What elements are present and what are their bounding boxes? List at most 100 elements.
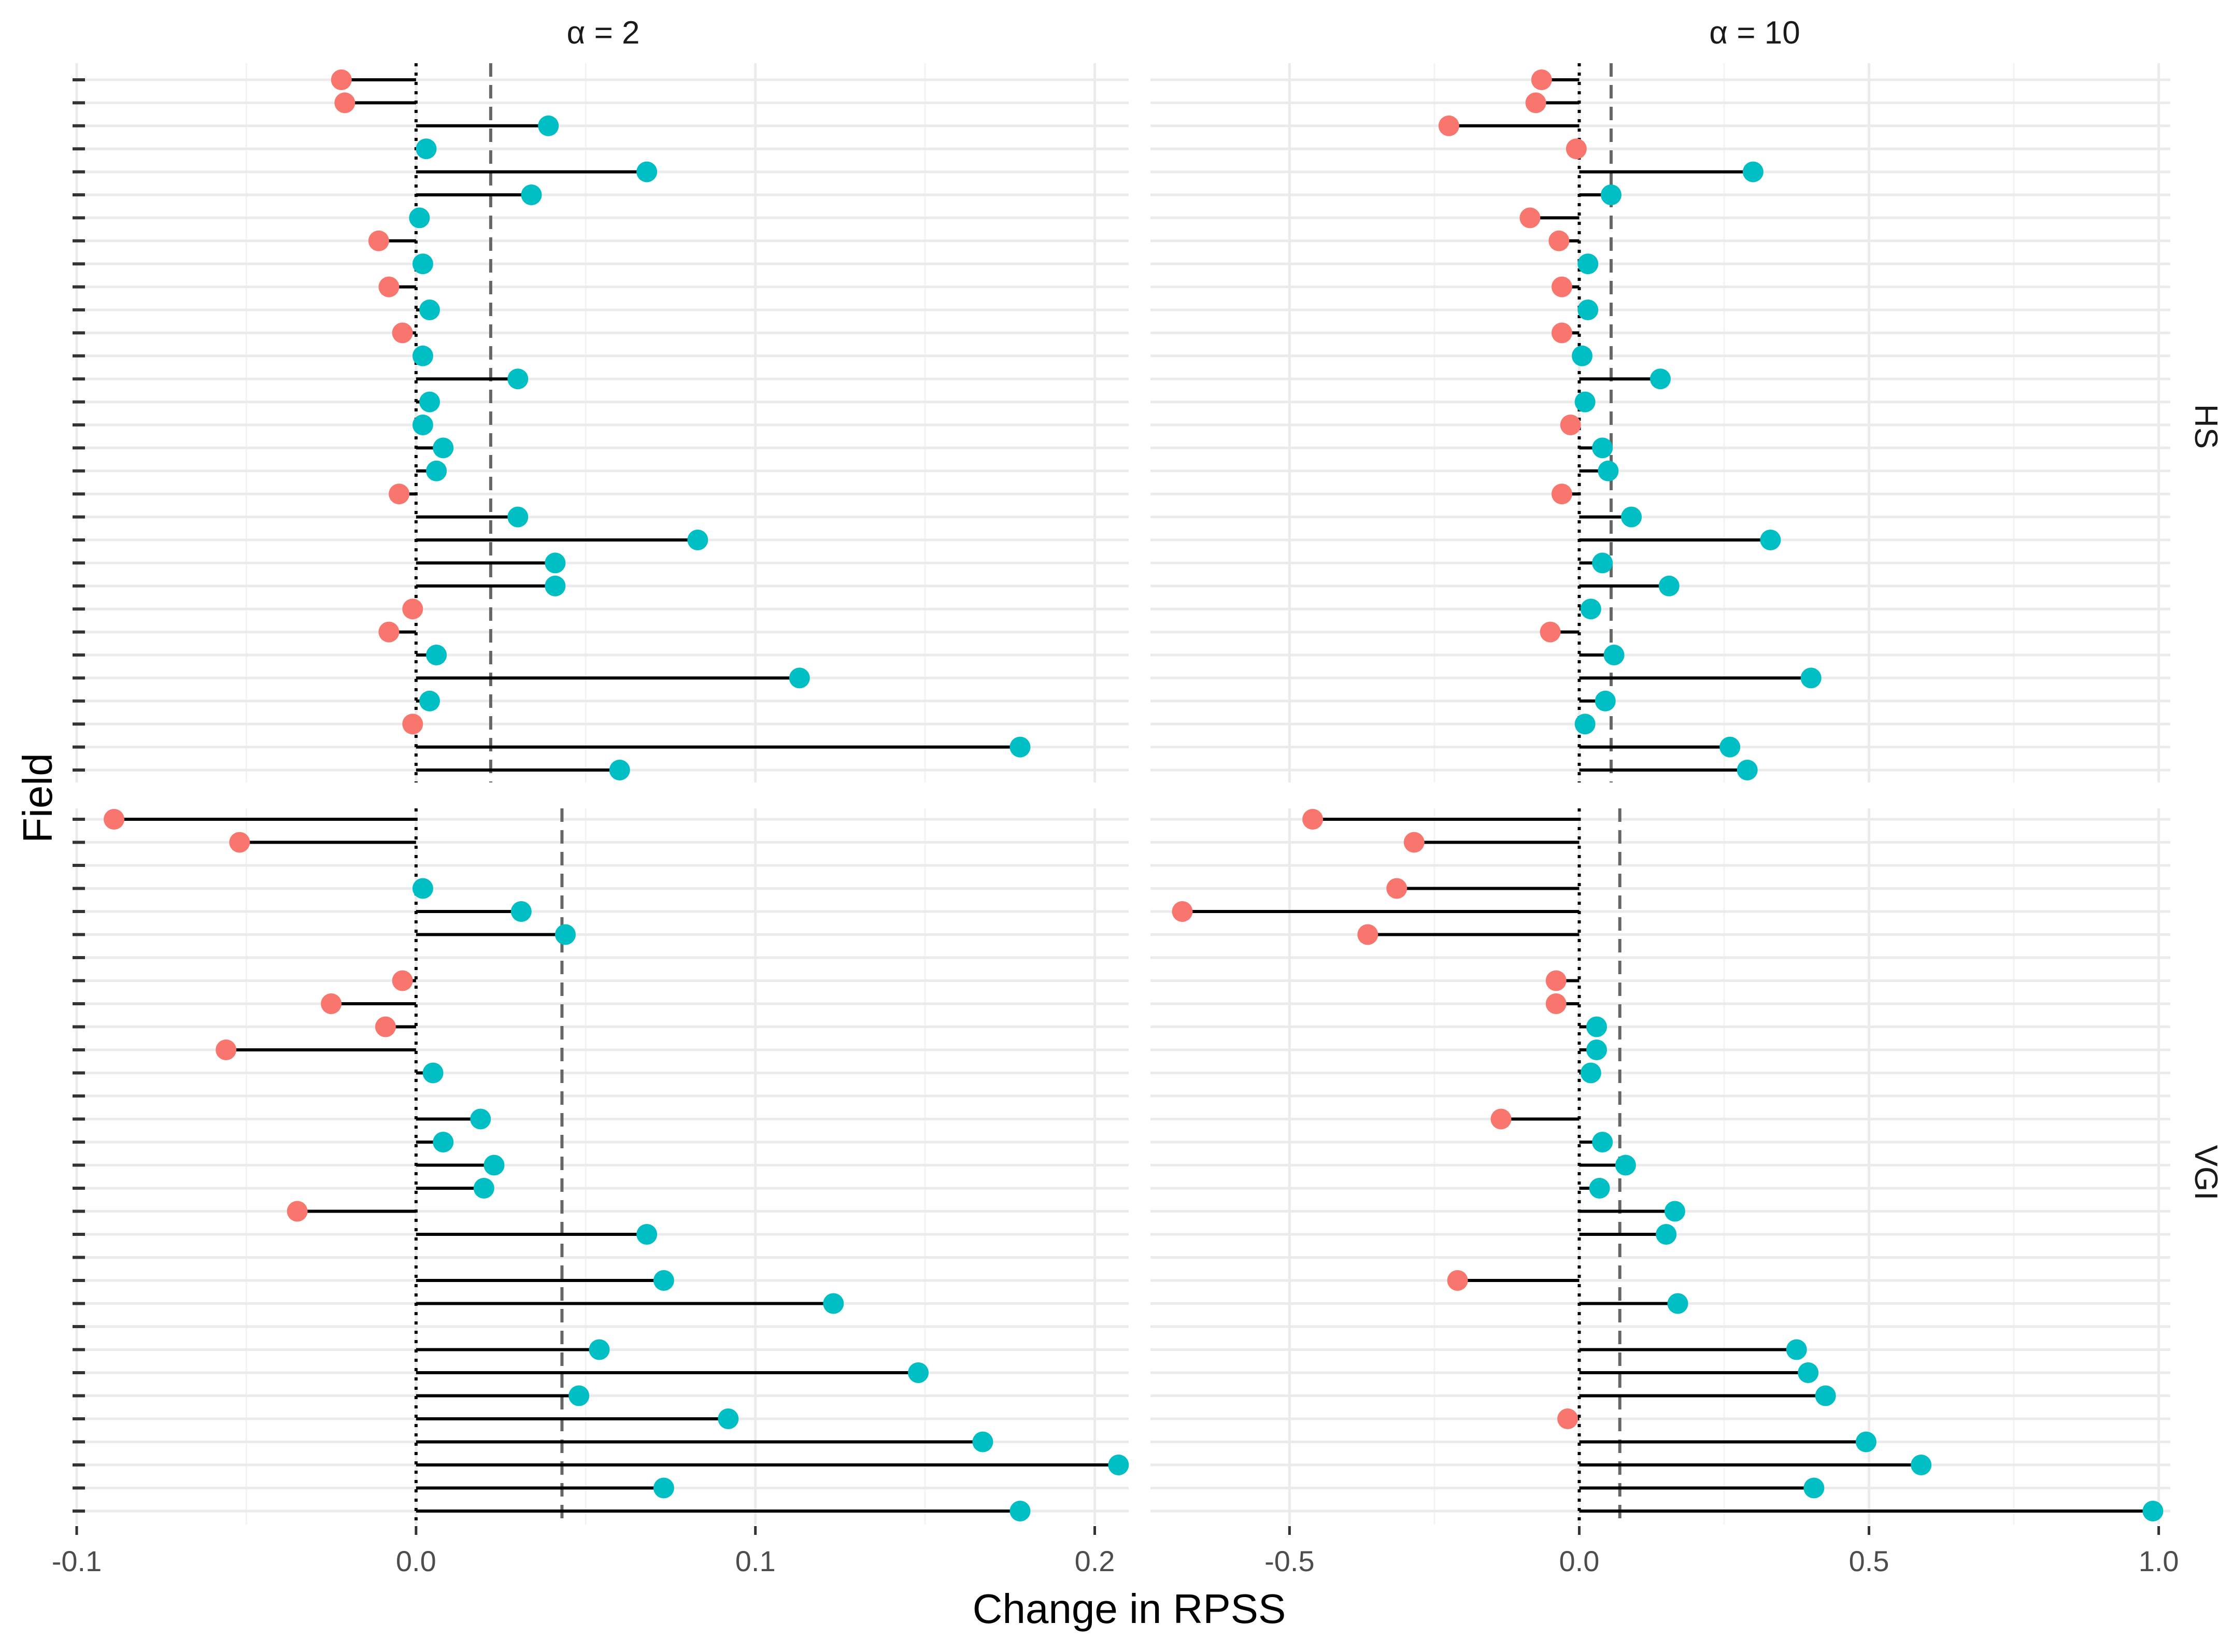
- lollipop-point: [1658, 575, 1680, 596]
- lollipop-point: [636, 161, 658, 182]
- lollipop-point: [653, 1477, 674, 1499]
- lollipop-point: [1786, 1339, 1807, 1360]
- lollipop-point: [1551, 483, 1572, 505]
- lollipop-point: [545, 575, 566, 596]
- lollipop-point: [104, 809, 125, 830]
- lollipop-point: [554, 924, 576, 945]
- lollipop-point: [1403, 832, 1425, 853]
- lollipop-point: [416, 138, 437, 160]
- lollipop-point: [1800, 667, 1822, 689]
- lollipop-point: [433, 1132, 454, 1152]
- lollipop-point: [378, 276, 400, 297]
- lollipop-point: [568, 1385, 590, 1406]
- lollipop-point: [636, 1224, 658, 1245]
- panel-vgi-alpha-10: [1150, 808, 2170, 1525]
- lollipop-point: [789, 667, 810, 689]
- lollipop-point: [470, 1108, 491, 1130]
- lollipop-point: [1172, 901, 1193, 922]
- lollipop-point: [1603, 645, 1625, 665]
- x-tick-label: -0.5: [1264, 1545, 1315, 1577]
- lollipop-point: [1519, 207, 1541, 229]
- lollipop-point: [412, 415, 433, 435]
- x-tick-label: 0.5: [1849, 1545, 1889, 1577]
- lollipop-point: [426, 460, 447, 481]
- lollipop-point: [1719, 736, 1741, 758]
- lollipop-point: [823, 1293, 844, 1314]
- lollipop-point: [1525, 92, 1546, 113]
- lollipop-point: [1551, 322, 1572, 344]
- lollipop-point: [1580, 599, 1601, 620]
- lollipop-point: [1855, 1431, 1876, 1452]
- lollipop-point: [2142, 1501, 2164, 1521]
- lollipop-point: [1540, 621, 1561, 643]
- strip-label-alpha-10: α = 10: [1709, 15, 1800, 51]
- lollipop-point: [378, 621, 400, 643]
- lollipop-point: [1598, 460, 1619, 481]
- lollipop-point: [419, 300, 440, 320]
- lollipop-point: [1589, 1178, 1610, 1199]
- panels: [73, 63, 2170, 1525]
- lollipop-point: [1615, 1155, 1636, 1176]
- lollipop-point: [1560, 415, 1581, 435]
- lollipop-point: [412, 878, 433, 899]
- lollipop-point: [1664, 1201, 1685, 1222]
- lollipop-point: [1009, 1501, 1031, 1521]
- lollipop-point: [1438, 115, 1459, 136]
- lollipop-point: [653, 1270, 674, 1291]
- lollipop-point: [412, 253, 433, 275]
- lollipop-point: [1803, 1477, 1825, 1499]
- lollipop-point: [1760, 530, 1781, 550]
- lollipop-point: [1911, 1455, 1932, 1475]
- panel-hs-alpha-2: [73, 63, 1129, 782]
- lollipop-point: [1357, 924, 1378, 945]
- x-axis-title: Change in RPSS: [973, 1586, 1286, 1632]
- lollipop-point: [521, 184, 542, 205]
- lollipop-point: [1386, 878, 1407, 899]
- lollipop-point: [321, 993, 342, 1014]
- lollipop-point: [1447, 1270, 1468, 1291]
- lollipop-point: [510, 901, 532, 922]
- lollipop-point: [908, 1362, 929, 1383]
- x-tick-label: -0.1: [52, 1545, 102, 1577]
- lollipop-point: [426, 645, 447, 665]
- lollipop-point: [1009, 736, 1031, 758]
- x-tick-labels: -0.1 0.0 0.1 0.2 -0.5 0.0 0.5 1.0: [52, 1526, 2179, 1577]
- lollipop-point: [422, 1062, 444, 1084]
- lollipop-point: [1621, 506, 1642, 528]
- lollipop-point: [1577, 300, 1599, 320]
- lollipop-point: [545, 552, 566, 574]
- lollipop-point: [507, 368, 529, 390]
- lollipop-point: [1592, 1132, 1613, 1152]
- y-axis-title: Field: [15, 753, 61, 843]
- lollipop-point: [409, 207, 430, 229]
- lollipop-point: [609, 760, 630, 780]
- lollipop-point: [718, 1408, 739, 1429]
- panel-vgi-alpha-2: [73, 808, 1129, 1525]
- strip-label-alpha-2: α = 2: [567, 15, 640, 51]
- lollipop-point: [1656, 1224, 1677, 1245]
- lollipop-point: [1545, 970, 1567, 991]
- x-tick-label: 1.0: [2139, 1545, 2179, 1577]
- strip-label-hs: HS: [2188, 404, 2224, 449]
- lollipop-point: [1595, 690, 1616, 711]
- lollipop-point: [538, 115, 559, 136]
- lollipop-point: [1737, 760, 1758, 780]
- lollipop-point: [1548, 230, 1570, 251]
- lollipop-point: [419, 391, 440, 412]
- lollipop-point: [392, 322, 413, 344]
- lollipop-point: [1545, 993, 1567, 1014]
- lollipop-point: [972, 1431, 993, 1452]
- lollipop-point: [216, 1039, 237, 1060]
- lollipop-point: [483, 1155, 505, 1176]
- strip-label-vgi: VGI: [2188, 1145, 2224, 1201]
- lollipop-point: [507, 506, 529, 528]
- x-tick-label: 0.1: [735, 1545, 776, 1577]
- lollipop-point: [433, 437, 454, 459]
- lollipop-point: [368, 230, 389, 251]
- lollipop-point: [1586, 1016, 1607, 1037]
- lollipop-point: [1798, 1362, 1819, 1383]
- lollipop-point: [392, 970, 413, 991]
- lollipop-point: [1650, 368, 1671, 390]
- lollipop-point: [1592, 552, 1613, 574]
